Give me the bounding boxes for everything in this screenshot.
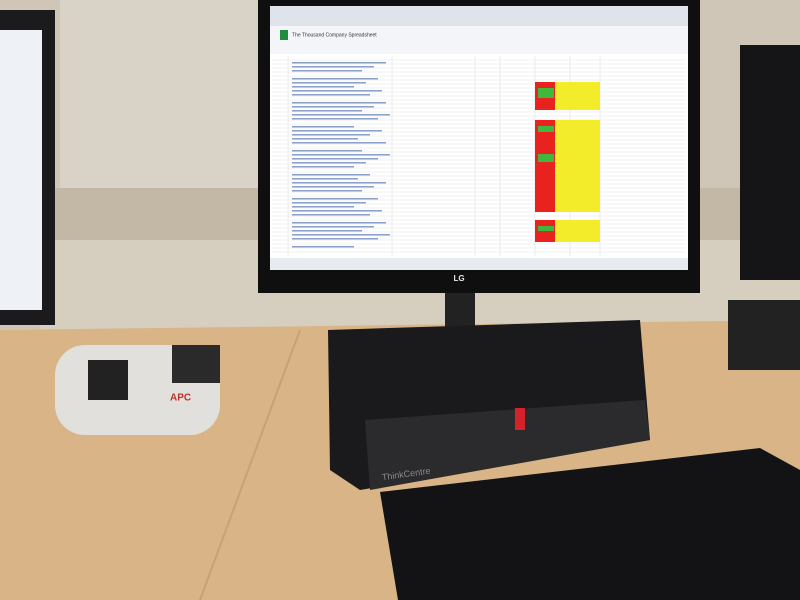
power-brick [728,300,800,370]
green-cells [538,126,554,132]
cell-text [292,154,390,156]
yellow-cells [555,120,600,212]
sheets-icon [280,30,288,40]
cell-text [292,66,374,68]
cell-text [292,114,390,116]
desk-seam [199,329,301,600]
cell-text [292,202,366,204]
cell-text [292,210,382,212]
cell-text [292,162,366,164]
spreadsheet-toolbar [270,26,688,54]
keyboard [380,448,800,600]
yellow-cells [555,220,600,242]
right-monitor [740,45,800,280]
cell-text [292,226,374,228]
cell-text [292,126,354,128]
browser-tabs [270,6,688,26]
cell-text [292,150,362,152]
cell-text [292,142,386,144]
cell-text [292,206,354,208]
cell-text [292,102,386,104]
cell-text [292,182,386,184]
cell-text [292,222,386,224]
cell-text [292,94,370,96]
monitor-brand: LG [453,274,464,283]
cell-text [292,82,366,84]
adapter [88,360,128,400]
cell-text [292,78,378,80]
cell-text [292,134,370,136]
computer-front [365,400,650,490]
green-cells [538,226,554,231]
power-strip-brand: APC [170,393,191,404]
adapter [172,345,220,383]
cell-text [292,158,378,160]
cell-text [292,90,382,92]
cell-text [292,70,362,72]
sheet-grid [272,56,686,256]
power-button [515,408,525,430]
cell-text [292,130,382,132]
cell-text [292,174,370,176]
cell-text [292,178,358,180]
cell-text [292,190,362,192]
red-cells [535,120,555,212]
green-cells [538,88,554,98]
cell-text [292,106,374,108]
cell-text [292,186,374,188]
document-title: The Thousand Company Spreadsheet [292,32,377,38]
cell-text [292,138,358,140]
cell-text [292,198,378,200]
cell-text [292,166,354,168]
cell-text [292,110,362,112]
taskbar [270,258,688,270]
cell-text [292,86,354,88]
cell-text [292,234,390,236]
cell-text [292,230,362,232]
cubicle-panel [60,0,260,190]
cell-text [292,214,370,216]
cell-text [292,246,354,248]
cell-text [292,118,378,120]
green-cells [538,154,554,162]
left-screen [0,30,42,310]
cell-text [292,238,378,240]
yellow-cells [555,82,600,110]
cell-text [292,62,386,64]
